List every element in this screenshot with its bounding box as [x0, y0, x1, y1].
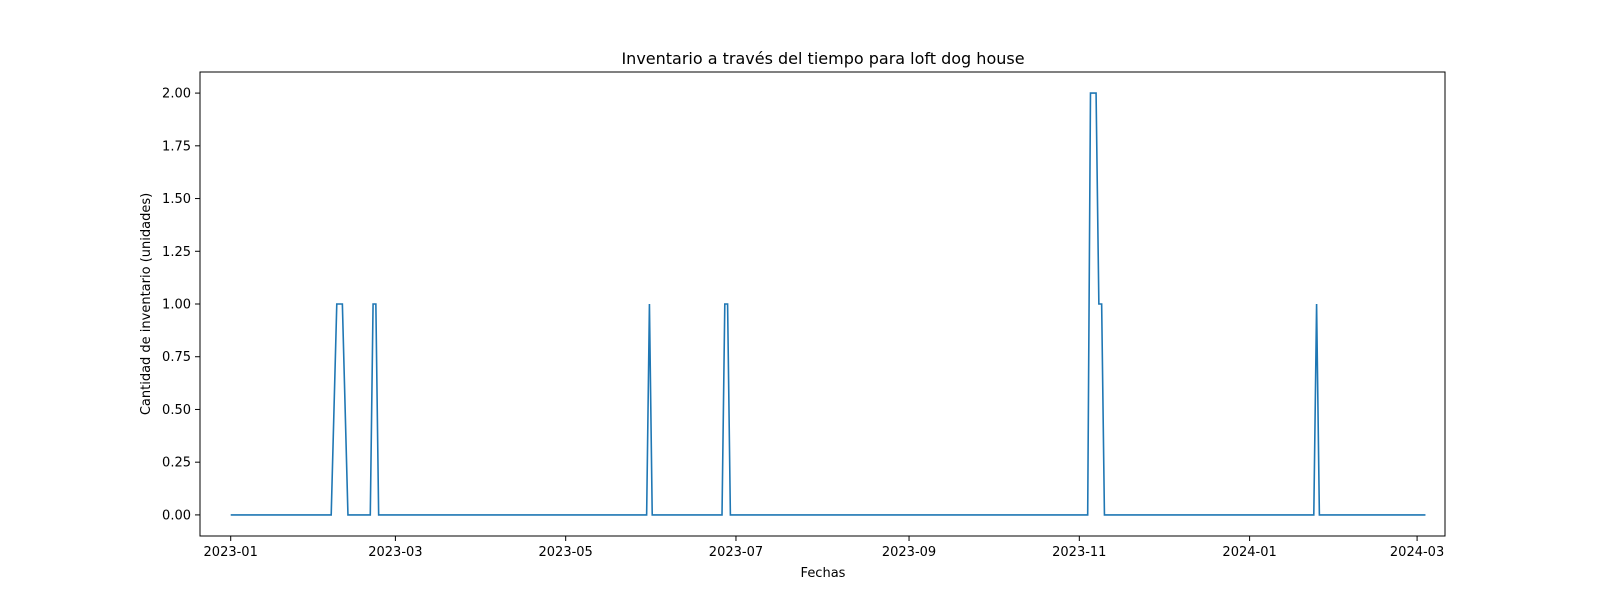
- x-tick-label: 2024-01: [1222, 545, 1276, 560]
- x-tick-label: 2023-09: [882, 545, 936, 560]
- y-tick-label: 0.50: [162, 403, 191, 418]
- series-line: [230, 92, 1426, 516]
- y-tick-label: 0.25: [162, 456, 191, 471]
- plot-area: [200, 72, 1445, 536]
- y-axis-label: Cantidad de inventario (unidades): [139, 193, 154, 415]
- y-tick-label: 1.75: [162, 139, 191, 154]
- x-tick-label: 2023-07: [709, 545, 763, 560]
- x-tick-label: 2023-05: [539, 545, 593, 560]
- x-tick-label: 2023-03: [368, 545, 422, 560]
- y-tick-label: 0.75: [162, 350, 191, 365]
- x-tick-label: 2023-11: [1052, 545, 1106, 560]
- y-tick-label: 1.50: [162, 192, 191, 207]
- x-axis: 2023-01 2023-03 2023-05 2023-07 2023-09 2023-…: [204, 536, 1444, 560]
- x-axis-label: Fechas: [801, 566, 846, 581]
- y-tick-label: 2.00: [162, 87, 191, 102]
- y-tick-label: 1.25: [162, 245, 191, 260]
- y-tick-label: 0.00: [162, 508, 191, 523]
- chart-title: Inventario a través del tiempo para loft…: [621, 49, 1024, 68]
- y-tick-label: 1.00: [162, 298, 191, 313]
- x-tick-label: 2023-01: [204, 545, 258, 560]
- x-tick-label: 2024-03: [1390, 545, 1444, 560]
- plot-frame: [199, 71, 1446, 537]
- y-axis: 0.00 0.25 0.50 0.75 1.00 1.25 1.50 1.75 2.00: [162, 87, 200, 523]
